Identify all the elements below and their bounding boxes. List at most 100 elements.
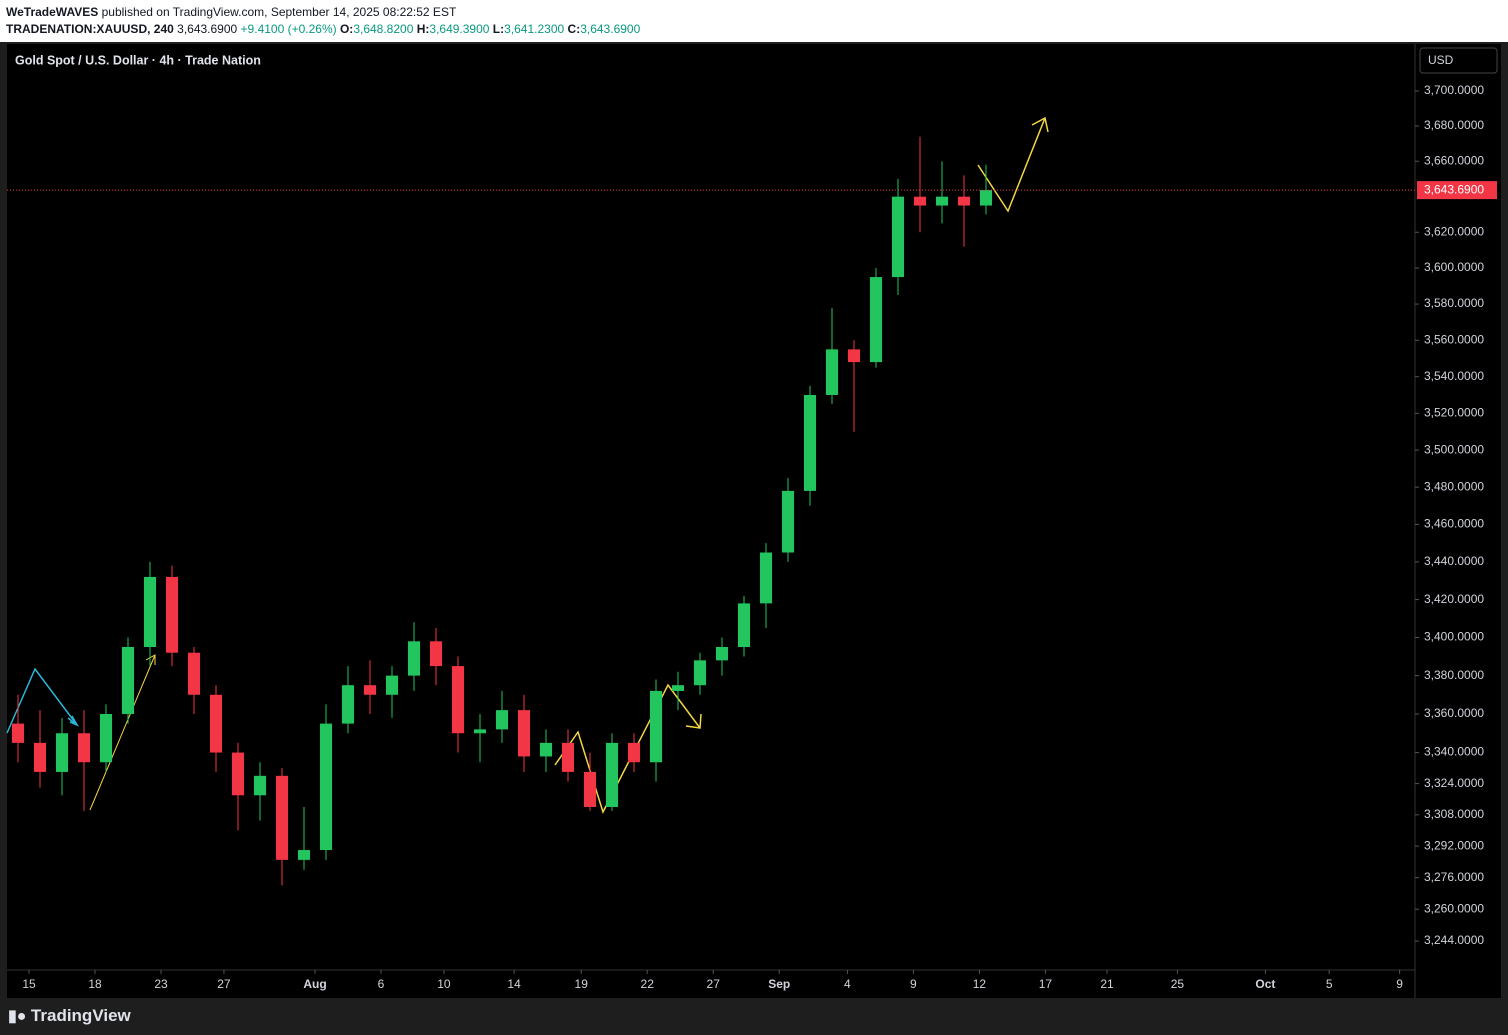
candle-body	[55, 733, 69, 772]
candle-body	[957, 196, 971, 206]
chart-bg	[7, 44, 1501, 998]
drawing	[89, 654, 156, 811]
drawing	[6, 667, 80, 734]
price: 3,643.6900	[177, 22, 238, 36]
ohlc-key: O:	[339, 22, 354, 36]
y-tick-label: 3,244.0000	[1424, 933, 1484, 947]
y-tick-label: 3,700.0000	[1424, 83, 1484, 97]
candle-body	[935, 196, 949, 206]
candle-body	[363, 685, 377, 695]
change: +9.4100 (+0.26%)	[240, 22, 337, 36]
x-tick-label: Sep	[768, 977, 790, 991]
candle-body	[759, 552, 773, 604]
ohlc-value: 3,648.8200	[353, 22, 414, 36]
y-tick-label: 3,500.0000	[1424, 442, 1484, 456]
x-tick-label: 9	[1396, 977, 1403, 991]
candle-body	[407, 641, 421, 676]
header: WeTradeWAVES published on TradingView.co…	[0, 0, 1508, 42]
candle-body	[253, 775, 267, 796]
candle-body	[11, 723, 25, 743]
last-price-label: 3,643.6900	[1424, 182, 1484, 196]
y-tick-label: 3,660.0000	[1424, 153, 1484, 167]
x-tick-label: 27	[707, 977, 721, 991]
candle-body	[231, 752, 245, 796]
currency: USD	[1428, 53, 1454, 67]
ohlc-value: 3,641.2300	[504, 22, 565, 36]
x-tick-label: 23	[154, 977, 168, 991]
published: published on TradingView.com, September …	[101, 5, 457, 19]
y-tick-label: 3,520.0000	[1424, 405, 1484, 419]
candle-body	[517, 710, 531, 757]
candle-body	[99, 713, 113, 763]
drawing	[67, 715, 78, 726]
x-tick-label: 14	[507, 977, 521, 991]
y-tick-label: 3,292.0000	[1424, 838, 1484, 852]
x-tick-label: Aug	[303, 977, 326, 991]
x-tick-label: 22	[641, 977, 655, 991]
x-tick-label: 15	[22, 977, 36, 991]
y-tick-label: 3,600.0000	[1424, 260, 1484, 274]
candle-body	[825, 349, 839, 395]
symbol: TRADENATION:XAUUSD, 240	[6, 22, 174, 36]
candle-body	[451, 666, 465, 734]
y-tick-label: 3,380.0000	[1424, 668, 1484, 682]
candle-body	[187, 652, 201, 695]
candle-body	[715, 647, 729, 661]
x-tick-label: 5	[1326, 977, 1333, 991]
candle-body	[33, 742, 47, 772]
y-tick-label: 3,620.0000	[1424, 224, 1484, 238]
candle-body	[979, 190, 993, 206]
candle-body	[429, 641, 443, 667]
candle-body	[539, 742, 553, 757]
logo: ▮●	[8, 1008, 31, 1025]
x-tick-label: 19	[575, 977, 589, 991]
ohlc-key: C:	[567, 22, 581, 36]
currency-box	[1419, 47, 1498, 74]
y-tick-label: 3,340.0000	[1424, 745, 1484, 759]
ohlc-value: 3,649.3900	[429, 22, 490, 36]
y-tick-label: 3,420.0000	[1424, 592, 1484, 606]
chart-title: Gold Spot / U.S. Dollar · 4h · Trade Nat…	[15, 53, 261, 67]
drawing	[1031, 116, 1049, 133]
candle-body	[869, 277, 883, 363]
author: WeTradeWAVES	[6, 5, 99, 19]
y-tick-label: 3,580.0000	[1424, 296, 1484, 310]
y-tick-label: 3,260.0000	[1424, 901, 1484, 915]
x-tick-label: 10	[437, 977, 451, 991]
candle-body	[913, 196, 927, 206]
candle-body	[209, 694, 223, 753]
candle-body	[143, 576, 157, 648]
ohlc-value: 3,643.6900	[580, 22, 641, 36]
ohlc-key: H:	[416, 22, 430, 36]
candle-body	[121, 647, 135, 714]
candle-body	[561, 742, 575, 772]
x-tick-label: Oct	[1255, 977, 1275, 991]
candle-body	[847, 349, 861, 363]
candle-body	[165, 576, 179, 653]
candle-body	[671, 685, 685, 691]
x-tick-label: 17	[1039, 977, 1053, 991]
y-tick-label: 3,540.0000	[1424, 369, 1484, 383]
y-tick-label: 3,480.0000	[1424, 479, 1484, 493]
y-tick-label: 3,440.0000	[1424, 554, 1484, 568]
x-tick-label: 18	[88, 977, 102, 991]
candle-body	[473, 729, 487, 734]
last-price-box	[1417, 181, 1497, 200]
candle-body	[385, 675, 399, 695]
candle-body	[605, 742, 619, 807]
y-tick-label: 3,276.0000	[1424, 870, 1484, 884]
candle-body	[737, 603, 751, 648]
publish-line: WeTradeWAVES published on TradingView.co…	[6, 5, 456, 19]
ohlc-key: L:	[492, 22, 505, 36]
candle-body	[495, 710, 509, 730]
candle-body	[583, 771, 597, 807]
x-tick-label: 27	[217, 977, 231, 991]
candle-body	[77, 733, 91, 763]
y-tick-label: 3,560.0000	[1424, 332, 1484, 346]
x-tick-label: 21	[1100, 977, 1114, 991]
drawing	[977, 117, 1046, 213]
y-tick-label: 3,308.0000	[1424, 807, 1484, 821]
candle-body	[297, 850, 311, 860]
